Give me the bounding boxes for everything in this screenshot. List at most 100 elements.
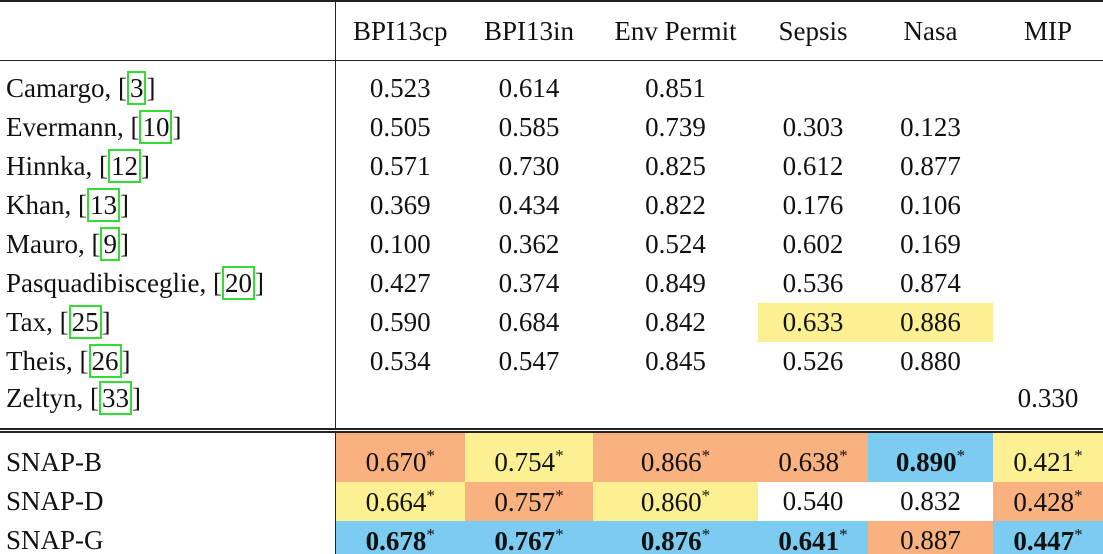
value-cell: 0.767*	[465, 521, 593, 554]
bracket: [	[77, 190, 87, 220]
column-header: BPI13in	[483, 15, 575, 46]
method-name: Mauro, [9]	[0, 225, 335, 264]
value: 0.757	[494, 486, 556, 517]
method-name: Tax, [25]	[0, 303, 335, 342]
value-cell	[593, 381, 758, 431]
significance-mark: *	[426, 524, 435, 544]
value-cell: 0.874	[868, 264, 993, 303]
method-label: Khan,	[6, 190, 78, 220]
significance-mark: *	[701, 445, 711, 465]
value-cell	[993, 61, 1103, 109]
bracket: ]	[146, 73, 156, 103]
method-label: Camargo,	[6, 73, 118, 103]
method-label: SNAP-G	[6, 525, 104, 554]
value: 0.832	[900, 486, 961, 516]
value-cell: 0.571	[334, 147, 465, 186]
value-cell: 0.536	[758, 264, 868, 303]
value-cell: 0.860*	[593, 482, 758, 521]
value: 0.547	[498, 346, 560, 376]
method-name: Zeltyn, [33]	[0, 381, 335, 431]
citation-link[interactable]: 3	[126, 71, 147, 105]
value: 0.524	[645, 229, 706, 259]
row-group: SNAP-B 0.670* 0.754* 0.866* 0.638* 0.890* 0.42…	[0, 430, 1103, 554]
value: 0.767	[494, 525, 556, 554]
citation-link[interactable]: 20	[221, 266, 255, 300]
value: 0.754	[494, 446, 556, 477]
value-cell: 0.614	[465, 61, 593, 109]
value-cell: 0.434	[465, 186, 593, 225]
method-label: Zeltyn,	[6, 383, 90, 413]
bracket: [	[117, 73, 127, 103]
value-cell: 0.369	[334, 186, 465, 225]
significance-mark: *	[839, 445, 848, 465]
method-label: SNAP-D	[6, 486, 104, 516]
value: 0.670	[365, 446, 427, 477]
table-row: Camargo, [3] 0.523 0.614 0.851	[0, 60, 1103, 109]
significance-mark: *	[555, 445, 564, 465]
method-name: Pasquadibisceglie, [20]	[0, 264, 335, 303]
value-cell: 0.754*	[465, 430, 593, 482]
value-cell	[758, 61, 868, 109]
citation-link[interactable]: 25	[68, 305, 102, 339]
value-cell: 0.633	[758, 303, 868, 342]
value-cell: 0.730	[465, 147, 593, 186]
significance-mark: *	[1074, 485, 1083, 505]
bracket: [	[91, 229, 101, 259]
value-cell: 0.421*	[993, 430, 1103, 482]
value-cell: 0.523	[334, 60, 465, 108]
citation-link[interactable]: 12	[107, 149, 141, 183]
value-cell	[993, 147, 1103, 186]
value: 0.739	[645, 112, 706, 142]
value: 0.866	[640, 446, 702, 477]
table-row: SNAP-B 0.670* 0.754* 0.866* 0.638* 0.890* 0.42…	[0, 430, 1103, 482]
value-cell: 0.169	[868, 225, 993, 264]
value-cell: 0.590	[334, 303, 465, 342]
method-label: Pasquadibisceglie,	[6, 268, 213, 298]
value: 0.421	[1013, 446, 1075, 477]
value-cell: 0.612	[758, 147, 868, 186]
bracket: ]	[140, 151, 150, 181]
significance-mark: *	[555, 524, 564, 544]
table-row: Zeltyn, [33] 0.330	[0, 381, 1103, 431]
value-cell: 0.832	[868, 482, 993, 521]
value-cell: 0.374	[465, 264, 593, 303]
value-cell: 0.866*	[593, 430, 758, 482]
value-cell: 0.842	[593, 303, 758, 342]
citation-link[interactable]: 13	[86, 188, 120, 222]
significance-mark: *	[555, 485, 564, 505]
method-label: Tax,	[6, 307, 60, 337]
value: 0.890	[895, 446, 957, 477]
value-cell: 0.887	[868, 521, 993, 554]
value-cell: 0.886	[868, 303, 993, 342]
value-cell: 0.849	[593, 264, 758, 303]
method-name: SNAP-G	[0, 521, 335, 554]
value-cell: 0.303	[758, 108, 868, 147]
citation-link[interactable]: 33	[98, 381, 132, 415]
value: 0.427	[369, 268, 431, 298]
value-cell	[993, 225, 1103, 264]
table-row: Khan, [13] 0.369 0.434 0.822 0.176 0.106	[0, 186, 1103, 225]
value-cell: 0.825	[593, 147, 758, 186]
value-cell	[993, 108, 1103, 147]
value: 0.877	[900, 151, 961, 181]
table-row: SNAP-G 0.678* 0.767* 0.876* 0.641* 0.887 0.447…	[0, 521, 1103, 554]
citation-link[interactable]: 10	[139, 110, 173, 144]
value: 0.614	[498, 73, 560, 103]
column-header: Env Permit	[614, 15, 737, 46]
value-cell: 0.505	[334, 108, 465, 147]
bracket: ]	[131, 383, 141, 413]
citation-link[interactable]: 9	[100, 227, 120, 261]
value-cell: 0.428*	[993, 482, 1103, 521]
value: 0.369	[369, 190, 431, 220]
value-cell	[993, 264, 1103, 303]
value-cell: 0.585	[465, 108, 593, 147]
value-cell: 0.362	[465, 225, 593, 264]
value: 0.523	[369, 73, 431, 103]
citation-link[interactable]: 26	[88, 344, 122, 378]
value-cell: 0.526	[758, 342, 868, 381]
value: 0.633	[782, 307, 844, 337]
significance-mark: *	[701, 524, 711, 544]
method-label: SNAP-B	[6, 447, 103, 477]
value: 0.505	[369, 112, 431, 142]
